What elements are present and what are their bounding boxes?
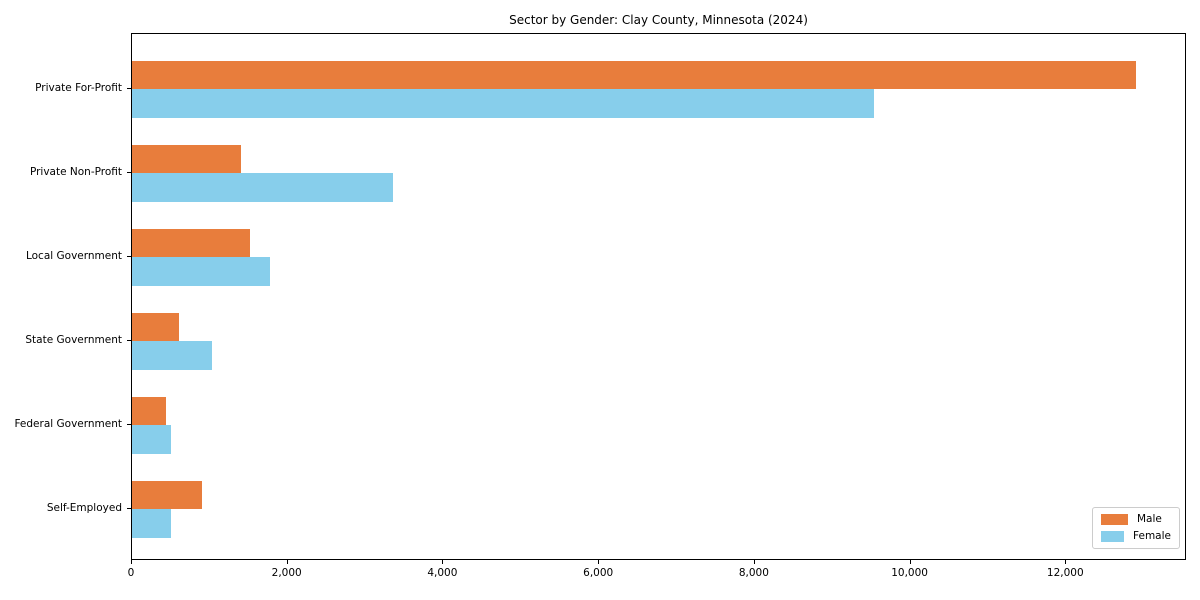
- x-tick-label-6000: 6,000: [583, 567, 614, 579]
- y-tick-mark: [127, 424, 131, 425]
- y-tick-label-federal-government: Federal Government: [14, 418, 122, 430]
- x-tick-mark: [286, 560, 288, 564]
- x-tick-label-0: 0: [127, 567, 135, 579]
- bar-male-self-employed: [132, 480, 203, 509]
- bar-female-federal-government: [132, 425, 171, 454]
- legend-entry-male: Male: [1101, 513, 1171, 526]
- y-tick-mark: [127, 340, 131, 341]
- legend-swatch-male: [1101, 514, 1128, 525]
- bar-male-federal-government: [132, 396, 167, 425]
- bar-female-private-non-profit: [132, 173, 393, 202]
- x-tick-label-4000: 4,000: [427, 567, 458, 579]
- legend-entry-female: Female: [1101, 530, 1171, 543]
- x-tick-mark: [131, 560, 132, 564]
- x-tick-label-8000: 8,000: [738, 567, 769, 579]
- y-tick-mark: [127, 256, 131, 257]
- legend-label-male: Male: [1137, 513, 1162, 525]
- bar-male-state-government: [132, 312, 179, 341]
- bar-female-private-for-profit: [132, 89, 874, 118]
- y-tick-label-private-for-profit: Private For-Profit: [35, 82, 122, 94]
- bar-female-state-government: [132, 341, 213, 370]
- bar-male-local-government: [132, 228, 251, 257]
- y-tick-mark: [127, 88, 131, 89]
- plot-area: [131, 33, 1186, 560]
- bar-female-local-government: [132, 257, 270, 286]
- legend: Male Female: [1092, 507, 1180, 549]
- bar-male-private-for-profit: [132, 60, 1137, 89]
- chart-title: Sector by Gender: Clay County, Minnesota…: [509, 13, 808, 27]
- x-tick-label-10000: 10,000: [891, 567, 928, 579]
- x-tick-label-2000: 2,000: [271, 567, 302, 579]
- x-tick-mark: [753, 560, 755, 564]
- y-tick-label-state-government: State Government: [25, 334, 122, 346]
- y-tick-label-self-employed: Self-Employed: [46, 502, 122, 514]
- y-tick-label-local-government: Local Government: [25, 250, 122, 262]
- y-tick-label-private-non-profit: Private Non-Profit: [29, 166, 122, 178]
- x-tick-mark: [598, 560, 600, 564]
- legend-label-female: Female: [1133, 530, 1171, 542]
- y-tick-mark: [127, 172, 131, 173]
- bar-male-private-non-profit: [132, 144, 241, 173]
- y-tick-mark: [127, 508, 131, 509]
- x-tick-mark: [909, 560, 911, 564]
- x-tick-mark: [442, 560, 444, 564]
- bar-female-self-employed: [132, 509, 171, 538]
- x-tick-mark: [1065, 560, 1067, 564]
- x-tick-label-12000: 12,000: [1046, 567, 1084, 579]
- legend-swatch-female: [1101, 531, 1125, 542]
